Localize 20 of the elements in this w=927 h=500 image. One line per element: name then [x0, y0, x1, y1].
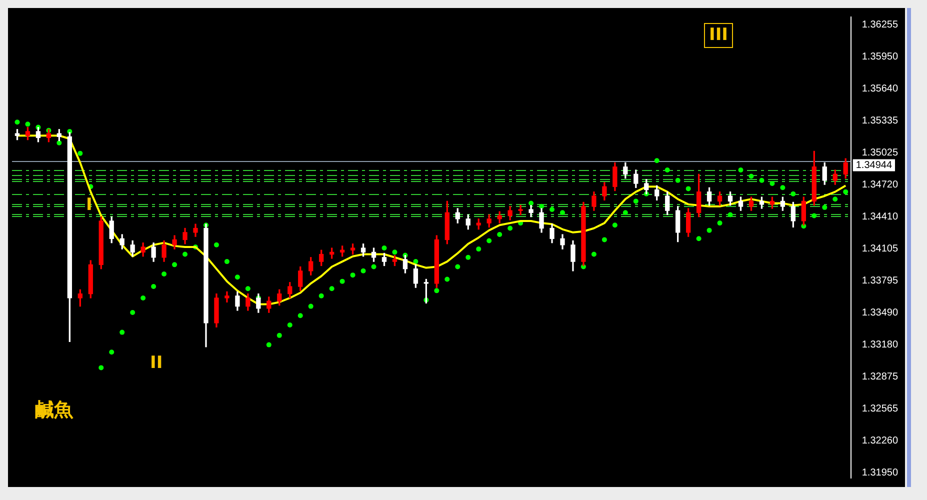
- y-tick-label: 1.33490: [862, 307, 898, 318]
- y-tick-label: 1.34720: [862, 179, 898, 190]
- y-tick-label: 1.35950: [862, 51, 898, 62]
- annotation: II: [150, 353, 163, 373]
- y-tick-label: 1.32260: [862, 435, 898, 446]
- y-tick-label: 1.31950: [862, 468, 898, 479]
- y-tick-label: 1.35335: [862, 115, 898, 126]
- y-tick-label: 1.36255: [862, 20, 898, 31]
- ref-line-label: 1.34944: [856, 160, 892, 171]
- y-tick-label: 1.34105: [862, 243, 898, 254]
- y-tick-label: 1.33795: [862, 276, 898, 287]
- y-tick-label: 1.35640: [862, 84, 898, 95]
- y-tick-label: 1.33180: [862, 340, 898, 351]
- annotation: III: [704, 23, 733, 48]
- annotation: 鹹魚: [35, 399, 73, 421]
- y-tick-label: 1.35025: [862, 148, 898, 159]
- y-tick-label: 1.32565: [862, 404, 898, 415]
- annotation: I: [86, 195, 92, 215]
- y-tick-label: 1.34410: [862, 212, 898, 223]
- y-tick-label: 1.32875: [862, 371, 898, 382]
